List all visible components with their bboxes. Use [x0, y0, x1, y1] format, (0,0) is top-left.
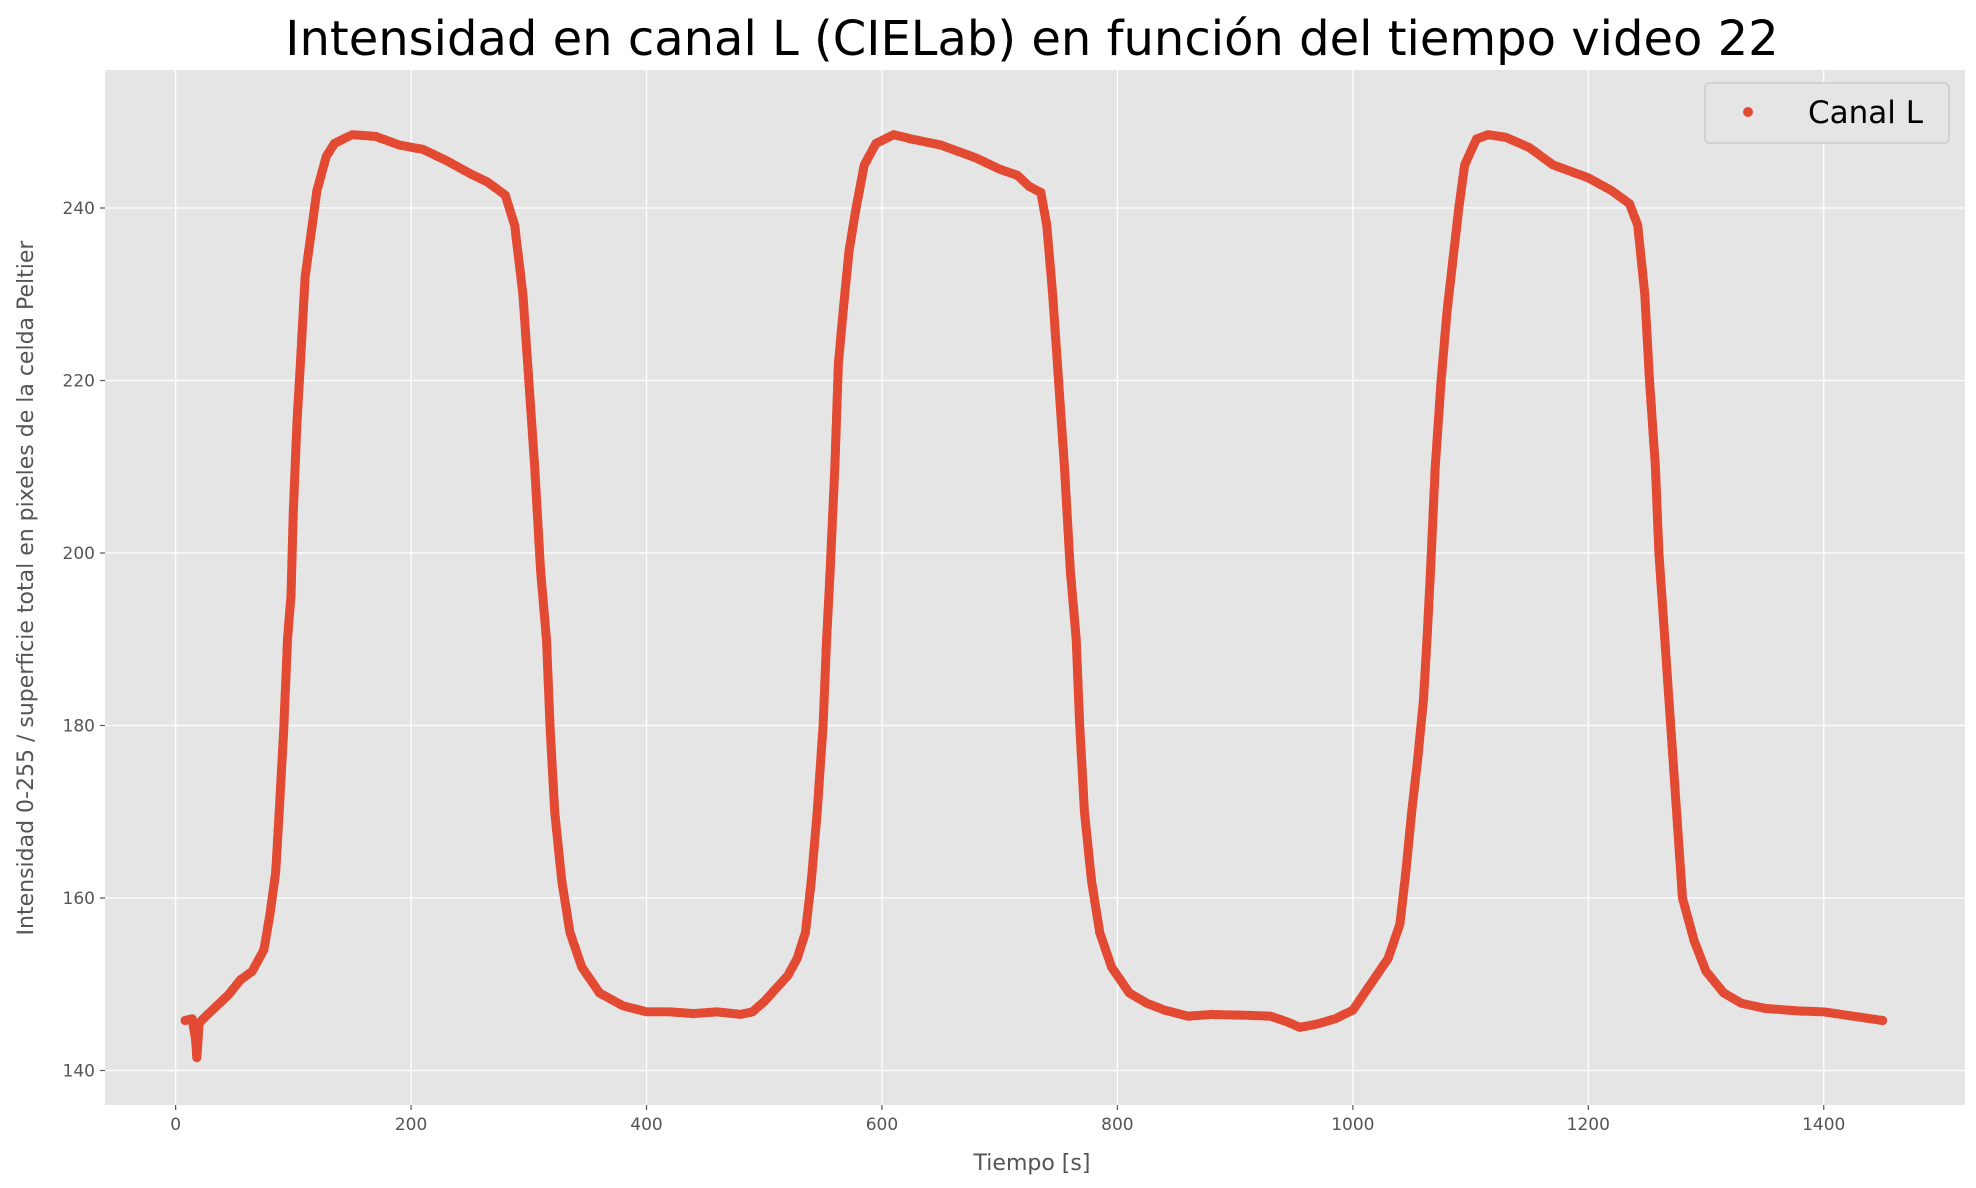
- data-point: [1878, 1015, 1888, 1026]
- x-tick-label: 200: [395, 1115, 427, 1135]
- y-tick-label: 160: [63, 889, 95, 909]
- x-axis-label: Tiempo [s]: [973, 1151, 1091, 1176]
- x-tick-label: 400: [630, 1115, 662, 1135]
- y-axis-ticks: 140 160 180 200 220 240: [63, 199, 105, 1082]
- x-tick-label: 600: [866, 1115, 898, 1135]
- legend-label-canal-l: Canal L: [1808, 95, 1924, 131]
- legend-marker: [1743, 107, 1753, 117]
- grid: [105, 70, 1965, 1105]
- x-tick-label: 1200: [1567, 1115, 1610, 1135]
- x-tick-label: 1400: [1802, 1115, 1845, 1135]
- y-tick-label: 180: [63, 717, 95, 737]
- series-canal-l: [180, 130, 1888, 1063]
- y-tick-label: 240: [63, 199, 95, 219]
- x-tick-label: 800: [1101, 1115, 1133, 1135]
- legend-box: [1704, 82, 1950, 144]
- x-tick-label: 0: [170, 1115, 181, 1135]
- y-tick-label: 140: [63, 1062, 95, 1082]
- legend: Canal L: [1704, 82, 1950, 144]
- y-tick-label: 200: [63, 544, 95, 564]
- y-axis-label: Intensidad 0-255 / superficie total en p…: [14, 240, 39, 936]
- x-tick-label: 1000: [1331, 1115, 1374, 1135]
- x-axis-ticks: 0 200 400 600 800 1000 1200 1400: [170, 1105, 1845, 1135]
- y-tick-label: 220: [63, 372, 95, 392]
- plot-area: [105, 70, 1965, 1105]
- chart-title: Intensidad en canal L (CIELab) en funció…: [285, 11, 1778, 67]
